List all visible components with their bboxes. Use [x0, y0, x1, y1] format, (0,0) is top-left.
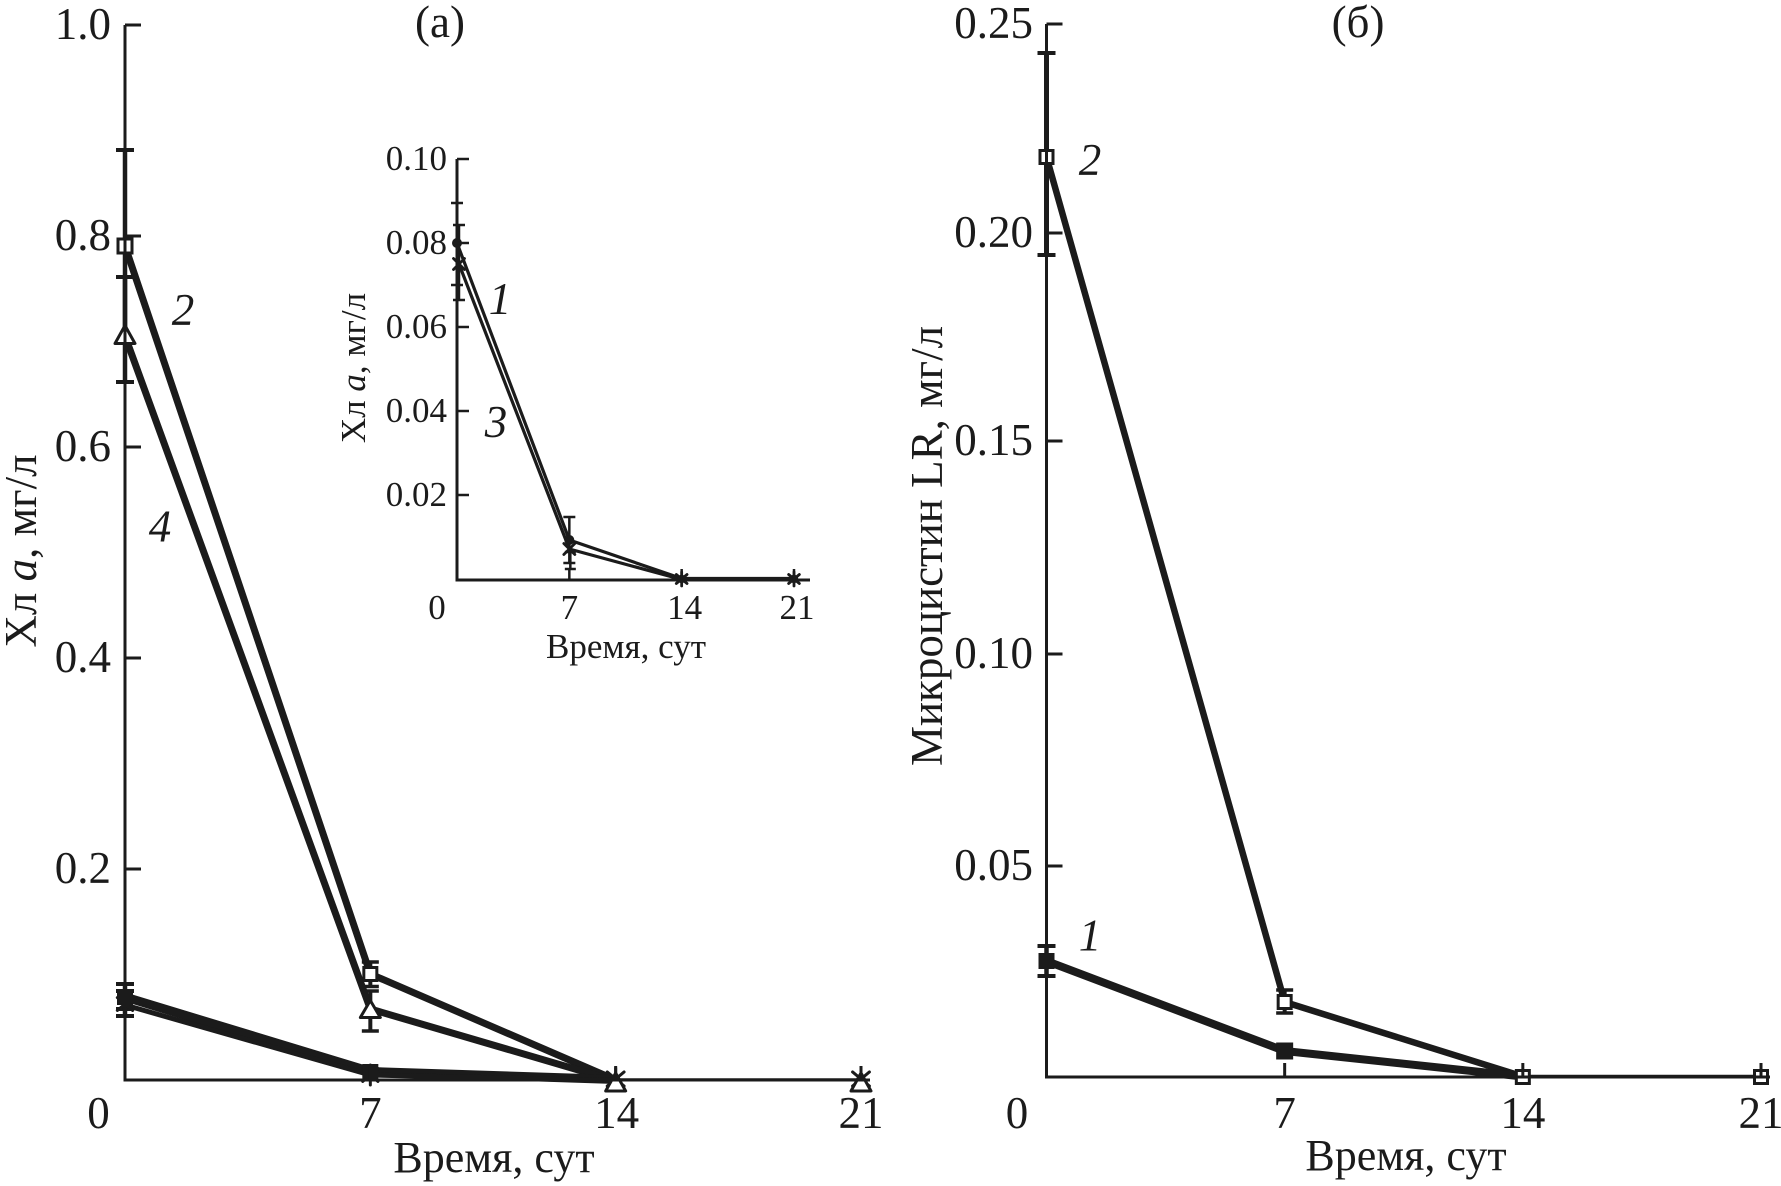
svg-text:0.6: 0.6 — [55, 421, 111, 471]
svg-text:Время, сут: Время, сут — [546, 627, 706, 666]
svg-text:Хл а, мг/л: Хл а, мг/л — [334, 293, 373, 443]
svg-text:Микроцистин LR, мг/л: Микроцистин LR, мг/л — [902, 326, 952, 766]
svg-text:(б): (б) — [1332, 0, 1385, 47]
svg-text:4: 4 — [149, 502, 172, 552]
svg-text:0: 0 — [428, 588, 446, 627]
svg-text:7: 7 — [1273, 1088, 1296, 1138]
svg-text:0.20: 0.20 — [954, 207, 1033, 257]
svg-text:7: 7 — [359, 1088, 382, 1138]
svg-text:0.04: 0.04 — [386, 391, 447, 430]
svg-text:0.02: 0.02 — [386, 475, 447, 514]
svg-text:14: 14 — [1500, 1088, 1545, 1138]
svg-text:14: 14 — [667, 588, 702, 627]
svg-text:0.08: 0.08 — [386, 223, 447, 262]
svg-text:0.10: 0.10 — [386, 139, 447, 178]
svg-text:0.4: 0.4 — [55, 632, 111, 682]
svg-text:14: 14 — [594, 1088, 639, 1138]
svg-text:21: 21 — [839, 1088, 884, 1138]
svg-text:0.05: 0.05 — [954, 840, 1033, 890]
svg-text:Хл а, мг/л: Хл а, мг/л — [0, 454, 46, 647]
svg-text:2: 2 — [1079, 135, 1102, 185]
svg-text:1.0: 1.0 — [55, 0, 111, 49]
svg-text:(а): (а) — [415, 0, 465, 47]
svg-text:21: 21 — [780, 588, 815, 627]
svg-text:0.8: 0.8 — [55, 210, 111, 260]
svg-text:1: 1 — [1079, 911, 1102, 961]
svg-text:0.2: 0.2 — [55, 843, 111, 893]
svg-text:0.10: 0.10 — [954, 628, 1033, 678]
svg-text:Время, сут: Время, сут — [1305, 1131, 1506, 1180]
svg-text:2: 2 — [172, 285, 195, 335]
svg-text:3: 3 — [484, 397, 508, 447]
svg-text:21: 21 — [1739, 1088, 1781, 1138]
svg-text:1: 1 — [489, 274, 512, 324]
svg-text:0.15: 0.15 — [954, 415, 1033, 465]
svg-text:Время, сут: Время, сут — [393, 1133, 594, 1182]
svg-text:0: 0 — [1006, 1088, 1029, 1138]
svg-text:7: 7 — [561, 588, 579, 627]
svg-text:0: 0 — [87, 1088, 110, 1138]
svg-text:0.25: 0.25 — [954, 0, 1033, 48]
svg-text:0.06: 0.06 — [386, 307, 447, 346]
